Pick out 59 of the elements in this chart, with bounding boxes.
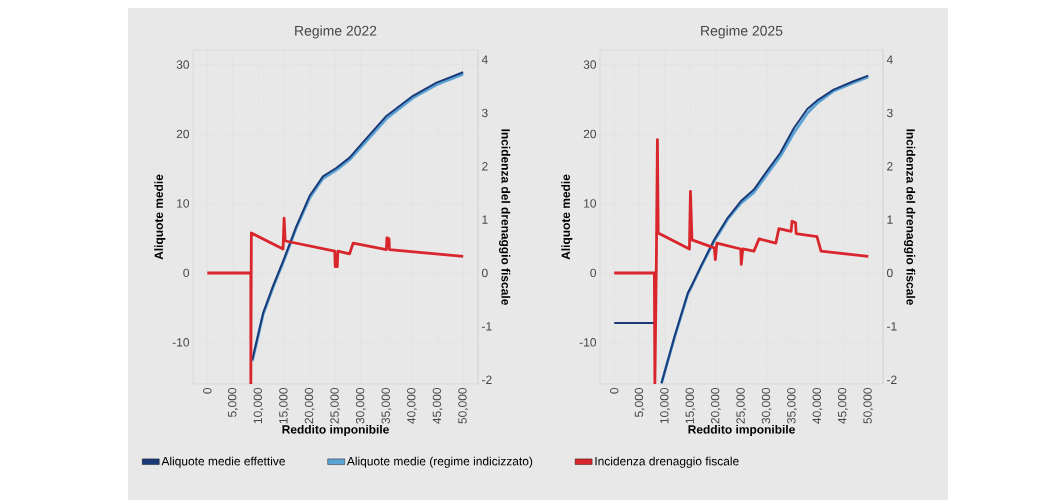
y2-axis-title: Incidenza del drenaggio fiscale (904, 129, 916, 305)
y2-tick-label: -2 (887, 375, 897, 384)
line-series (205, 216, 465, 384)
y-tick-label: 20 (583, 129, 597, 139)
y2-tick-label: 0 (887, 268, 893, 278)
x-tick-label: 15,000 (279, 387, 290, 424)
y-tick-label: 0 (183, 268, 190, 278)
y2-tick-label: 2 (482, 162, 488, 171)
x-axis-title: Reddito imponibile (282, 424, 389, 437)
legend-label: Aliquote medie effettive (161, 456, 285, 468)
x-tick-label: 10,000 (660, 387, 670, 424)
y2-tick-label: -2 (482, 375, 492, 384)
y-axis-title: Aliquote medie (561, 174, 573, 260)
x-tick-label: 50,000 (458, 387, 469, 424)
y2-tick-label: 3 (886, 108, 893, 118)
x-tick-label: 35,000 (787, 387, 797, 424)
y2-axis-title: Incidenza del drenaggio fiscale (499, 129, 511, 305)
y2-tick-label: -1 (482, 322, 492, 331)
x-tick-label: 35,000 (381, 387, 392, 424)
x-tick-label: 15,000 (685, 387, 696, 424)
y-tick-label: 30 (176, 60, 190, 69)
x-tick-label: 50,000 (863, 387, 874, 424)
x-tick-label: 40,000 (812, 387, 823, 424)
y2-tick-label: 4 (886, 55, 893, 64)
x-tick-label: 0 (610, 387, 619, 394)
y-tick-label: -10 (579, 338, 597, 347)
legend-label: Incidenza drenaggio fiscale (595, 456, 739, 468)
x-tick-label: 30,000 (355, 387, 366, 424)
y-tick-label: 10 (177, 199, 190, 208)
x-tick-label: 30,000 (761, 387, 772, 424)
y2-tick-label: 3 (481, 108, 488, 118)
x-tick-label: 5,000 (227, 387, 238, 417)
x-tick-label: 45,000 (432, 387, 443, 424)
x-tick-label: 0 (203, 387, 212, 394)
x-tick-label: 10,000 (253, 387, 264, 424)
chart-title: Regime 2025 (701, 25, 783, 39)
x-tick-label: 20,000 (304, 387, 315, 424)
x-tick-label: 40,000 (407, 387, 417, 424)
x-tick-label: 5,000 (634, 387, 645, 417)
y-axis-title: Aliquote medie (154, 174, 166, 260)
y-tick-label: 30 (583, 60, 597, 69)
y2-tick-label: 0 (482, 268, 488, 278)
y2-tick-label: 4 (481, 55, 488, 64)
y2-tick-label: 1 (887, 215, 893, 224)
y-tick-label: 0 (590, 268, 597, 278)
legend-label: Aliquote medie (regime indicizzato) (346, 456, 533, 468)
y2-tick-label: 2 (887, 162, 893, 171)
x-tick-label: 25,000 (330, 387, 341, 424)
x-tick-label: 25,000 (736, 387, 747, 424)
chart-title: Regime 2022 (295, 25, 377, 39)
y-tick-label: 10 (584, 199, 597, 208)
y2-tick-label: -1 (887, 322, 897, 331)
x-tick-label: 45,000 (837, 387, 848, 424)
y-tick-label: 20 (176, 129, 190, 139)
y2-tick-label: 1 (482, 215, 488, 224)
x-tick-label: 20,000 (710, 387, 721, 424)
x-axis-title: Reddito imponibile (688, 424, 795, 437)
y-tick-label: -10 (172, 338, 190, 347)
line-series (612, 138, 870, 384)
